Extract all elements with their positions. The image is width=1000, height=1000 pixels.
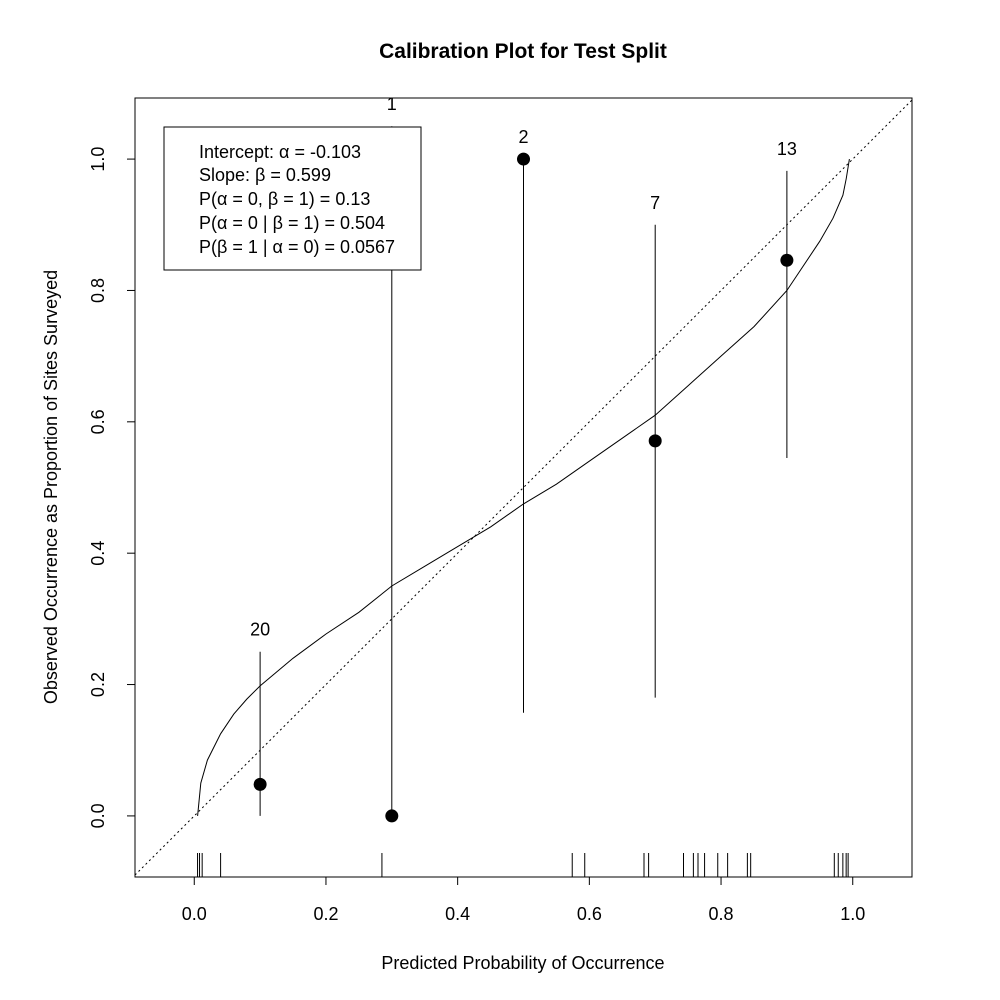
data-point — [253, 777, 267, 791]
count-label: 7 — [650, 193, 660, 213]
x-tick-label: 0.0 — [182, 904, 207, 924]
data-point — [780, 253, 794, 267]
data-point — [385, 809, 399, 823]
y-axis: 0.0 0.2 0.4 0.6 0.8 1.0 — [88, 147, 136, 828]
x-tick-label: 1.0 — [840, 904, 865, 924]
x-axis-label: Predicted Probability of Occurrence — [381, 953, 664, 973]
count-label: 20 — [250, 620, 270, 640]
x-tick-label: 0.8 — [709, 904, 734, 924]
legend-frame — [163, 126, 422, 271]
x-axis: 0.0 0.2 0.4 0.6 0.8 1.0 — [182, 876, 865, 924]
legend-box: Intercept: α = -0.103 Slope: β = 0.599 P… — [163, 126, 422, 271]
x-tick-label: 0.6 — [577, 904, 602, 924]
y-tick-label: 0.8 — [88, 278, 108, 303]
y-tick-label: 0.6 — [88, 409, 108, 434]
legend-line-slope: Slope: β = 0.599 — [199, 165, 331, 185]
count-label: 2 — [518, 127, 528, 147]
data-point — [648, 434, 662, 448]
count-label: 1 — [387, 94, 397, 114]
legend-line-joint-p: P(α = 0, β = 1) = 0.13 — [199, 189, 370, 209]
chart-title: Calibration Plot for Test Split — [379, 40, 667, 63]
y-tick-label: 1.0 — [88, 147, 108, 172]
legend-line-alpha-p: P(α = 0 | β = 1) = 0.504 — [199, 213, 385, 233]
calibration-curve — [197, 159, 850, 816]
legend-line-beta-p: P(β = 1 | α = 0) = 0.0567 — [199, 237, 395, 257]
x-tick-label: 0.4 — [445, 904, 470, 924]
legend-line-intercept: Intercept: α = -0.103 — [199, 142, 361, 162]
x-tick-label: 0.2 — [313, 904, 338, 924]
y-tick-label: 0.4 — [88, 541, 108, 566]
y-tick-label: 0.2 — [88, 672, 108, 697]
count-label: 13 — [777, 139, 797, 159]
data-point — [517, 152, 530, 166]
y-axis-label: Observed Occurrence as Proportion of Sit… — [41, 270, 61, 704]
y-tick-label: 0.0 — [88, 803, 108, 828]
